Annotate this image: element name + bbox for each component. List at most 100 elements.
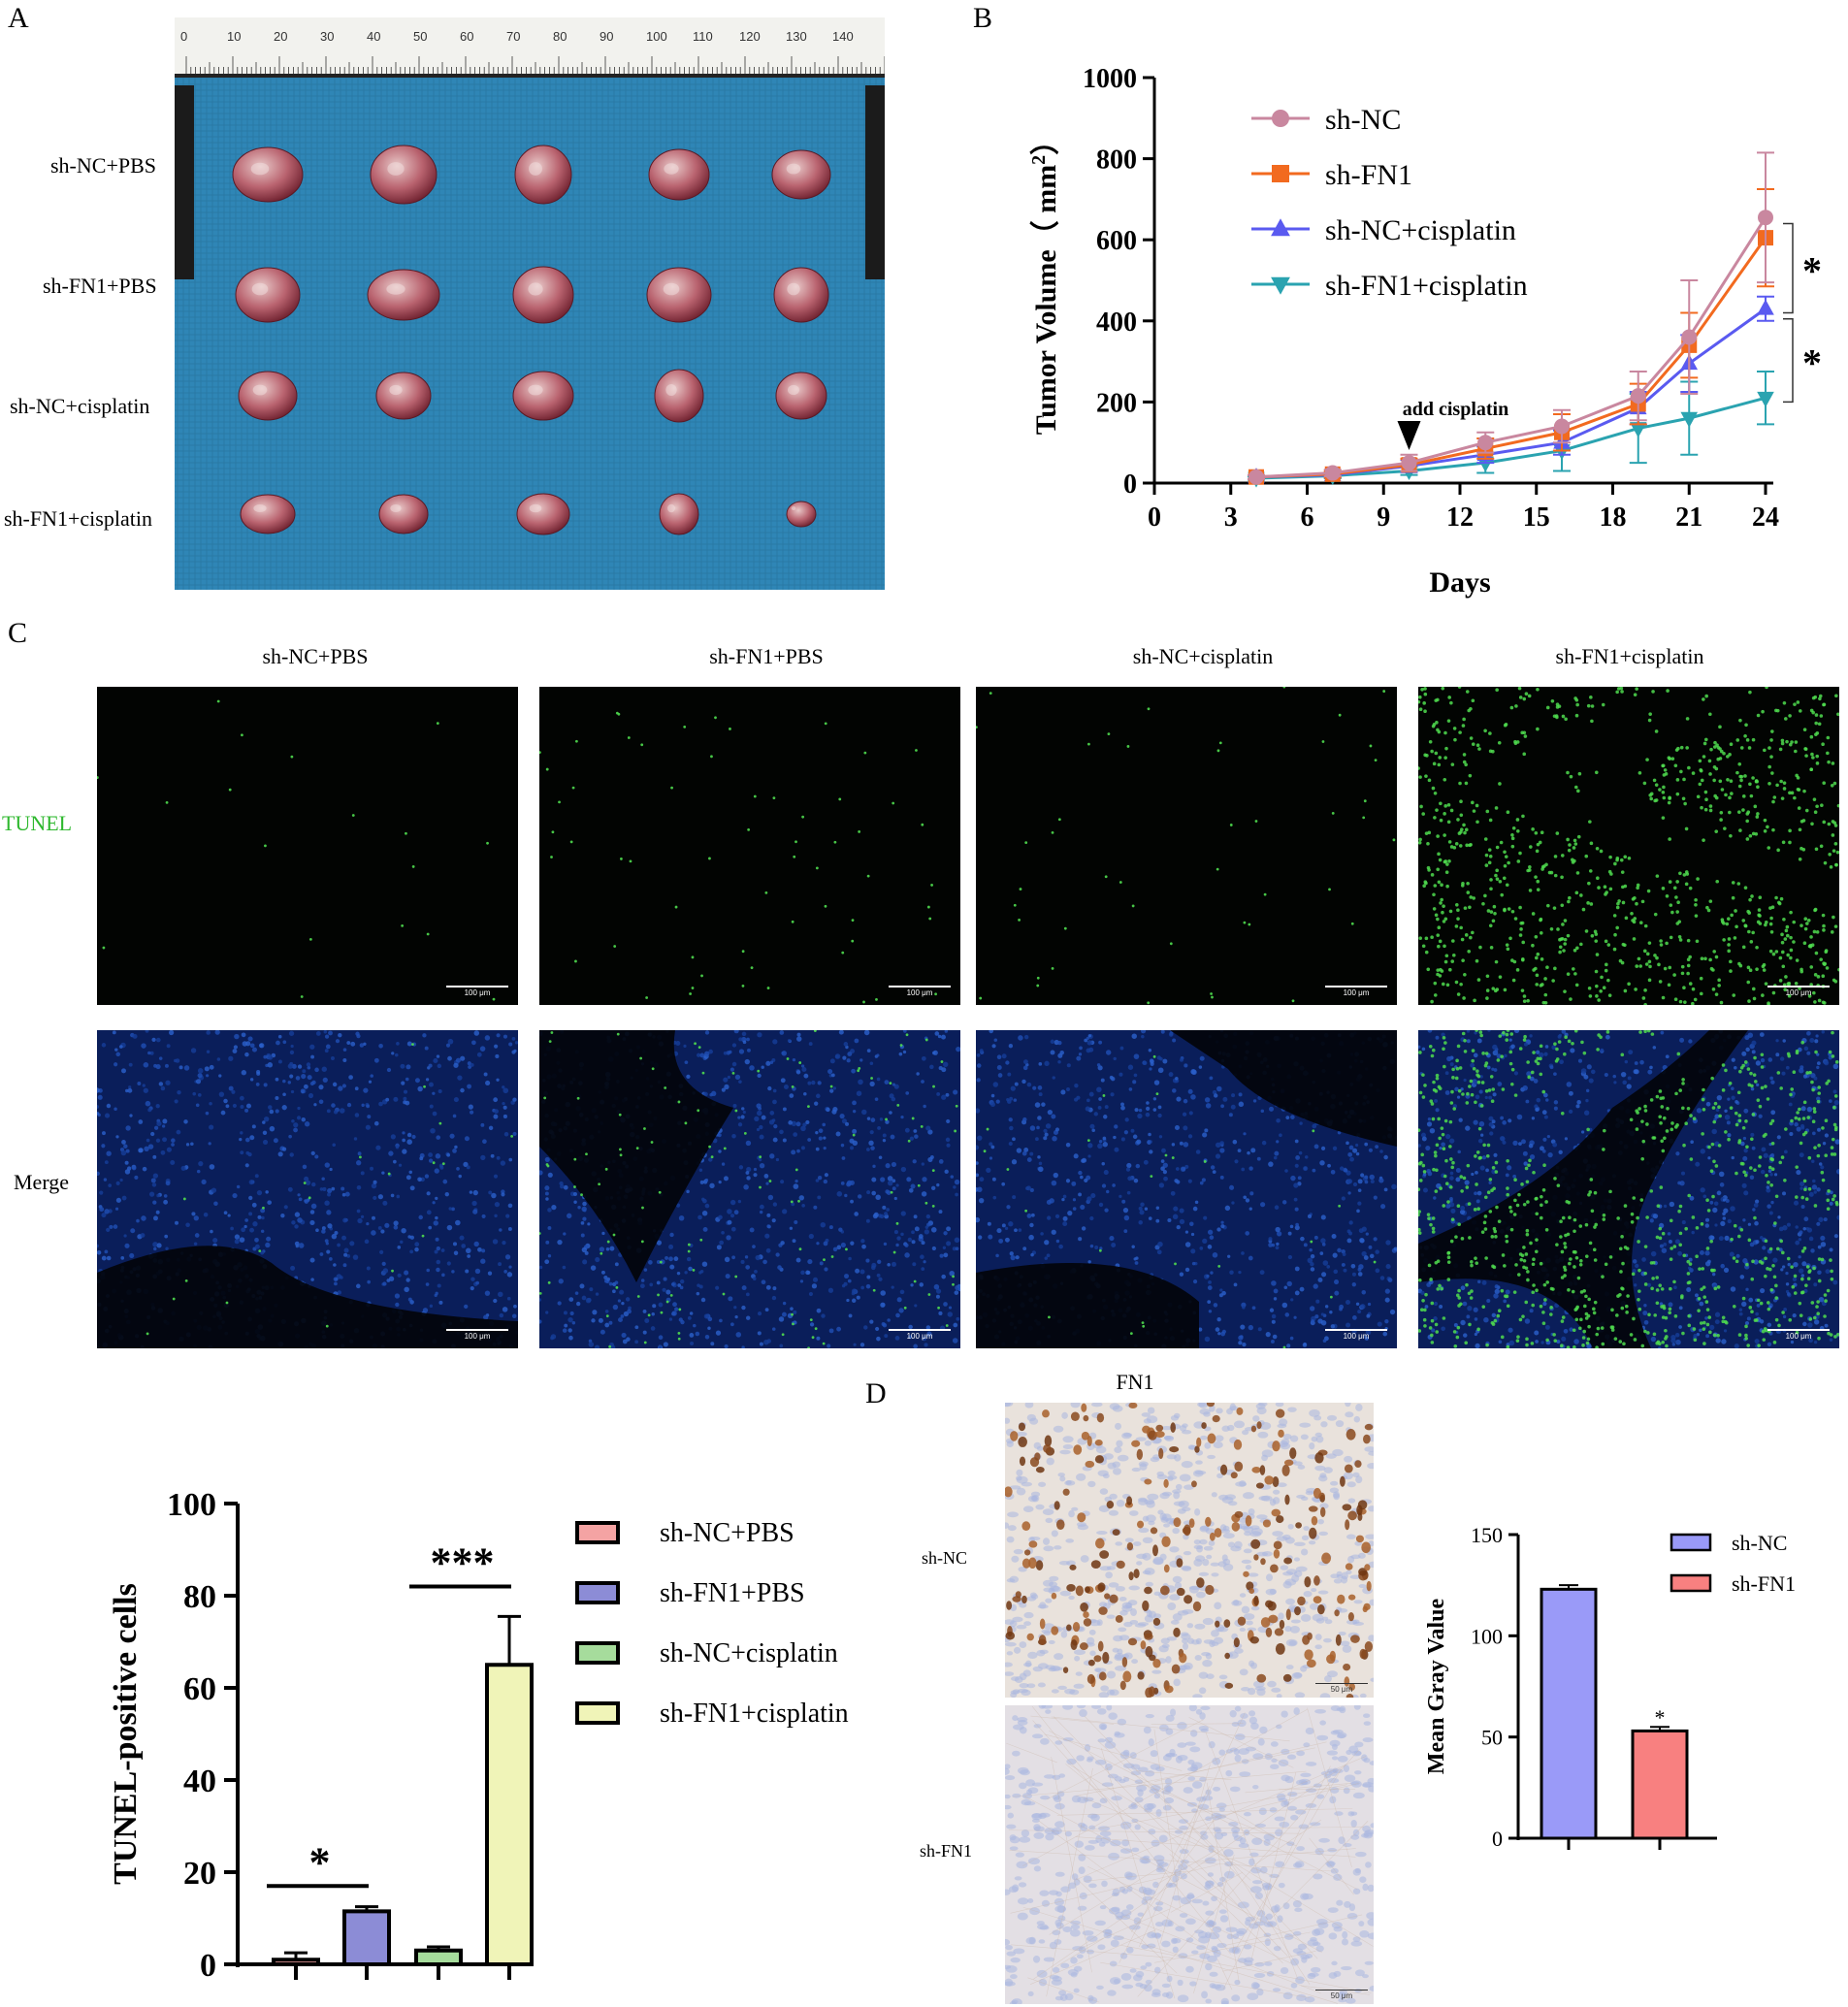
tumor [775,372,827,420]
ruler-label: 70 [506,29,521,44]
tumor [786,501,817,528]
legend-label: sh-NC [1325,104,1401,136]
x-tick-label: 15 [1523,502,1550,533]
data-point [1272,110,1289,127]
ruler-label: 50 [413,29,428,44]
data-point [1680,411,1699,428]
y-tick-label: 150 [1471,1523,1503,1547]
photo-row-label-4: sh-FN1+cisplatin [4,506,152,531]
tumor [514,145,572,205]
series-line [1255,216,1767,479]
data-point [1477,435,1494,451]
ruler-label: 130 [786,29,807,44]
scale-bar-label: 100 μm [464,1332,491,1341]
legend-swatch [1670,1573,1712,1593]
tumor [773,267,829,323]
significance-bracket [1783,222,1794,314]
y-axis-title: TUNEL-positive cells [108,1583,144,1885]
ruler [175,17,886,74]
ruler-label: 90 [600,29,614,44]
photo-row-label-2: sh-FN1+PBS [43,274,157,298]
data-point [1630,388,1646,405]
scale-bar-label: 100 μm [906,1332,933,1341]
data-point [1681,329,1698,345]
bar [272,1958,320,1966]
y-tick-label: 20 [183,1856,216,1892]
tumor [240,494,296,534]
scale-bar-label: 100 μm [1343,1332,1370,1341]
y-tick-label: 40 [183,1764,216,1799]
legend-label: sh-NC [1732,1531,1787,1555]
data-point [1271,276,1290,295]
tumor [512,371,574,421]
tumor [646,267,712,323]
y-axis-title: Tumor Volume（ mm2） [1028,126,1062,435]
x-tick-label: 18 [1600,502,1627,533]
tunel-image-1: 100 μm [97,687,518,1005]
panel-label-c: C [8,617,28,649]
series-line [1255,396,1767,480]
tumor-volume-chart: 0 200 400 600 800 1000 0 3 6 9 12 15 18 21 24 Days Tumor… [1028,64,1822,599]
tumor [367,269,440,321]
ruler-label: 110 [693,29,713,44]
tumor [370,145,438,205]
legend-label: sh-FN1 [1732,1571,1796,1596]
ihc-title: FN1 [1116,1370,1154,1394]
merge-row-label: Merge [14,1170,70,1194]
merge-image-1: 100 μm [97,1030,518,1348]
ruler-label: 120 [739,29,761,44]
y-axis-title: Mean Gray Value [1424,1598,1449,1774]
bar [1540,1587,1598,1840]
tunel-col-label-4: sh-FN1+cisplatin [1555,644,1704,668]
tumor [516,493,570,535]
tumor [512,266,574,324]
x-tick-label: 6 [1301,502,1314,533]
ihc-image-shNC: 50 μm [1005,1403,1374,1698]
y-tick-label: 100 [1471,1624,1503,1648]
series-0 [1248,151,1774,485]
bar [342,1909,391,1966]
ruler-label: 20 [274,29,288,44]
tumor [654,369,704,423]
tumor [771,149,831,200]
annotation-text: add cisplatin [1403,399,1508,420]
tumor [375,372,432,420]
ruler-label: 80 [553,29,567,44]
data-point [1757,391,1774,407]
x-tick-label: 24 [1752,502,1779,533]
significance-bracket [1783,317,1794,404]
tumor [659,493,699,535]
tunel-col-label-2: sh-FN1+PBS [709,644,824,668]
panel-label-a: A [8,2,29,34]
legend-label: sh-FN1+cisplatin [1325,270,1528,302]
x-axis-title: Days [1429,566,1490,599]
tunel-image-3: 100 μm [976,687,1397,1005]
tumor [378,494,429,534]
tunel-image-4: 100 μm [1418,687,1839,1005]
bar [414,1948,463,1966]
y-tick-label: 50 [1481,1726,1503,1750]
ruler-label: 0 [180,29,188,44]
y-tick-label: 400 [1096,308,1137,338]
y-tick-label: 1000 [1083,64,1137,94]
tumor-photo-image [175,17,886,590]
mean-gray-chart: 0 50 100 150 Mean Gray Value * sh-NC sh-FN1 [1424,1523,1796,1851]
y-tick-label: 80 [183,1579,216,1615]
y-tick-label: 600 [1096,226,1137,256]
tunel-row-label: TUNEL [2,811,73,835]
panel-label-d: D [865,1377,887,1409]
x-tick-label: 0 [1148,502,1161,533]
legend-label: sh-NC+cisplatin [660,1638,838,1668]
data-point [1757,299,1774,315]
tunel-col-label-3: sh-NC+cisplatin [1132,644,1274,668]
x-tick-label: 9 [1377,502,1390,533]
panel-label-b: B [973,2,993,34]
tumor [238,371,298,421]
significance-star: * [1802,248,1822,292]
scale-bar-label: 100 μm [1343,988,1370,997]
y-tick-label: 0 [200,1948,216,1984]
tunel-col-label-1: sh-NC+PBS [262,644,369,668]
ruler-label: 40 [367,29,381,44]
y-tick-label: 100 [167,1487,216,1523]
data-point [1554,418,1570,435]
